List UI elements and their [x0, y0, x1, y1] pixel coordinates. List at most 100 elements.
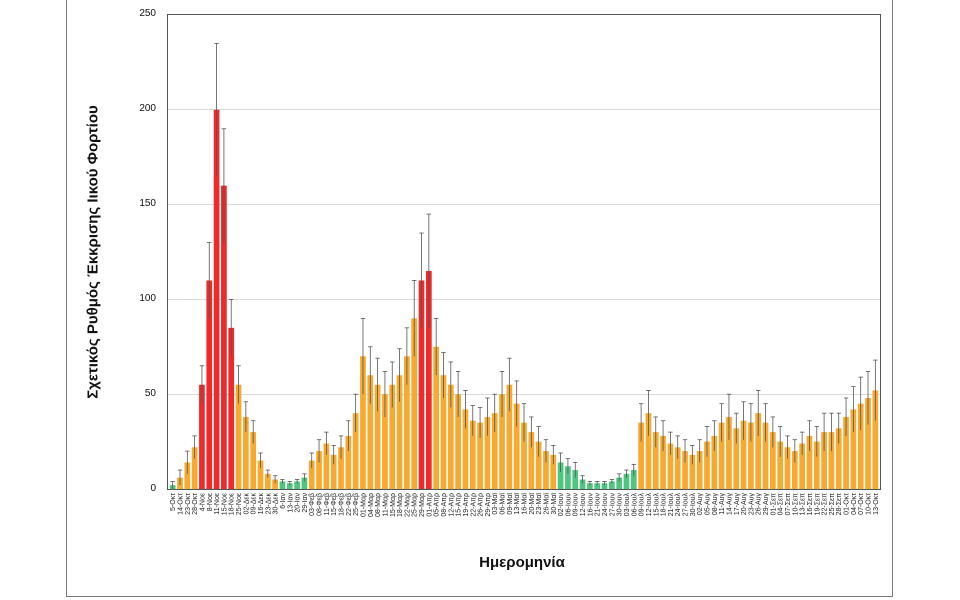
- bar-12-Ιουν: [579, 479, 586, 489]
- x-tick-label: 07-Σεπ: [785, 493, 792, 516]
- x-tick-label: 23-Μαϊ: [536, 493, 543, 515]
- bar-18-Ιουλ: [660, 435, 666, 489]
- x-tick-label: 11-Νοε: [214, 493, 221, 515]
- bar-28-Σεπ: [835, 428, 842, 489]
- bar-08-Φεβ: [316, 451, 322, 489]
- x-tick-label: 23-Δεκ: [265, 493, 272, 515]
- bar-19-Σεπ: [813, 441, 820, 489]
- bar-27-Ιουλ: [682, 451, 688, 489]
- x-tick-label: 20-Μαϊ: [529, 493, 536, 515]
- x-tick-label: 15-Μαρ: [390, 493, 397, 517]
- bar-09-Ιουλ: [638, 422, 644, 489]
- bar-03-Ιουλ: [623, 473, 630, 489]
- x-tick-label: 06-Ιουν: [565, 493, 572, 517]
- bar-01-Μαρ: [360, 356, 366, 489]
- bar-26-Αυγ: [755, 413, 762, 489]
- x-tick-label: 02-Ιουν: [558, 493, 565, 517]
- y-tick-label: 0: [150, 483, 156, 494]
- x-tick-label: 08-Αυγ: [712, 493, 719, 516]
- x-tick-label: 18-Νοε: [229, 493, 236, 515]
- bar-10-Σεπ: [791, 451, 798, 489]
- bar-28-Οκτ: [191, 447, 198, 489]
- plot-area: [167, 14, 881, 490]
- x-tick-label: 10-Σεπ: [792, 493, 799, 516]
- bar-24-Ιουλ: [674, 447, 681, 489]
- bar-13-Μαϊ: [513, 403, 520, 489]
- bar-19-Απρ: [462, 409, 469, 489]
- bar-03-Φεβ: [308, 460, 315, 489]
- x-tick-label: 15-Νοε: [221, 493, 228, 515]
- x-tick-label: 15-Ιουλ: [653, 493, 660, 517]
- bar-24-Ιουν: [601, 483, 608, 489]
- x-tick-label: 04-Οκτ: [851, 493, 858, 515]
- bar-16-Δεκ: [257, 460, 264, 489]
- x-tick-label: 01-Σεπ: [770, 493, 777, 516]
- bar-09-Δεκ: [250, 432, 257, 489]
- bar-6-Ιαν: [279, 481, 286, 489]
- bar-20-Ιαν: [294, 481, 300, 489]
- x-tick-label: 29-Αυγ: [763, 493, 770, 516]
- bar-30-Δεκ: [272, 479, 278, 489]
- bar-05-Αυγ: [704, 441, 710, 489]
- bar-29-Ιαν: [301, 477, 308, 489]
- bar-01-Απρ: [425, 270, 432, 489]
- gridline-50: [168, 394, 880, 395]
- x-tick-label: 08-Φεβ: [317, 493, 324, 516]
- bar-06-Ιουλ: [630, 470, 637, 489]
- bar-20-Αυγ: [740, 420, 747, 489]
- x-tick-label: 17-Αυγ: [734, 493, 741, 516]
- x-tick-label: 02-Δεκ: [243, 493, 250, 515]
- x-tick-label: 27-Ιουν: [609, 493, 616, 517]
- bar-25-Φεβ: [352, 413, 359, 489]
- x-tick-label: 12-Ιουλ: [646, 493, 653, 517]
- bar-05-Απρ: [433, 346, 440, 489]
- bar-13-Οκτ: [872, 390, 879, 489]
- x-tick-label: 13-Μαϊ: [514, 493, 521, 515]
- bar-22-Σεπ: [821, 432, 827, 489]
- bar-25-Σεπ: [828, 432, 835, 489]
- bar-27-Ιουν: [608, 481, 615, 489]
- x-tick-label: 23-Οκτ: [185, 493, 192, 515]
- bar-18-Φεβ: [338, 447, 344, 489]
- x-tick-label: 22-Μαρ: [404, 493, 411, 517]
- x-tick-label: 20-Αυγ: [741, 493, 748, 516]
- bar-29-Μαρ: [418, 280, 425, 489]
- x-tick-label: 05-Απρ: [434, 493, 441, 517]
- bar-15-Νοε: [221, 185, 227, 489]
- x-tick-label: 13-Ιαν: [287, 493, 294, 513]
- bar-11-Μαρ: [382, 394, 388, 489]
- y-tick-label: 200: [139, 103, 156, 114]
- x-tick-label: 19-Απρ: [463, 493, 470, 517]
- x-tick-label: 12-Απρ: [448, 493, 455, 517]
- bar-29-Απρ: [484, 416, 491, 489]
- x-tick-label: 01-Απρ: [426, 493, 433, 517]
- x-tick-label: 26-Αυγ: [756, 493, 763, 516]
- x-tick-label: 22-Απρ: [470, 493, 477, 517]
- x-tick-label: 30-Δεκ: [273, 493, 280, 515]
- x-tick-label: 08-Μαρ: [375, 493, 382, 517]
- bar-06-Μαϊ: [499, 394, 505, 489]
- bar-08-Μαρ: [374, 384, 381, 489]
- bar-23-Αυγ: [748, 422, 754, 489]
- x-tick-label: 16-Μαϊ: [522, 493, 529, 515]
- x-tick-label: 24-Ιουλ: [675, 493, 682, 517]
- bar-22-Απρ: [469, 420, 476, 489]
- bar-02-Ιουν: [557, 462, 564, 489]
- bar-18-Νοε: [228, 327, 235, 489]
- bar-26-Απρ: [477, 422, 483, 489]
- gridline-100: [168, 299, 880, 300]
- x-tick-label: 01-Οκτ: [844, 493, 851, 515]
- bar-15-Ιουλ: [652, 432, 659, 489]
- bar-10-Οκτ: [865, 397, 871, 489]
- x-tick-label: 07-Οκτ: [858, 493, 865, 515]
- x-tick-label: 09-Δεκ: [251, 493, 258, 515]
- y-tick-label: 50: [144, 388, 156, 399]
- x-tick-label: 11-Φεβ: [324, 493, 331, 515]
- bar-04-Μαρ: [367, 375, 374, 489]
- x-tick-label: 30-Ιουν: [617, 493, 624, 517]
- x-tick-label: 25-Μαρ: [412, 493, 419, 517]
- x-tick-label: 06-Μαϊ: [500, 493, 507, 515]
- x-tick-label: 21-Ιουλ: [668, 493, 675, 517]
- bar-11-Αυγ: [718, 422, 725, 489]
- bar-29-Αυγ: [762, 422, 769, 489]
